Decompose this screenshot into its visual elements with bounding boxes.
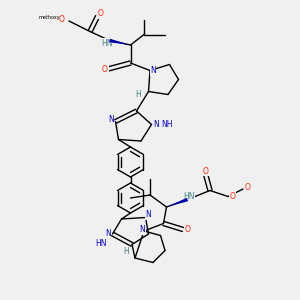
Polygon shape [109, 39, 130, 45]
Text: N: N [146, 210, 152, 219]
Text: H: H [123, 248, 129, 256]
Text: NH: NH [161, 120, 172, 129]
Text: O: O [202, 167, 208, 176]
Text: O: O [244, 183, 250, 192]
Text: O: O [230, 192, 236, 201]
Text: N: N [140, 225, 146, 234]
Text: HN: HN [101, 39, 112, 48]
Text: O: O [102, 64, 108, 74]
Text: N: N [108, 116, 114, 124]
Text: N: N [153, 120, 159, 129]
Text: O: O [58, 15, 64, 24]
Text: N: N [105, 230, 111, 238]
Text: O: O [98, 9, 103, 18]
Text: HN: HN [183, 192, 195, 201]
Text: methoxy: methoxy [39, 16, 60, 20]
Text: H: H [135, 90, 141, 99]
Text: HN: HN [95, 238, 106, 247]
Text: O: O [184, 225, 190, 234]
Polygon shape [167, 198, 188, 207]
Text: N: N [150, 66, 156, 75]
